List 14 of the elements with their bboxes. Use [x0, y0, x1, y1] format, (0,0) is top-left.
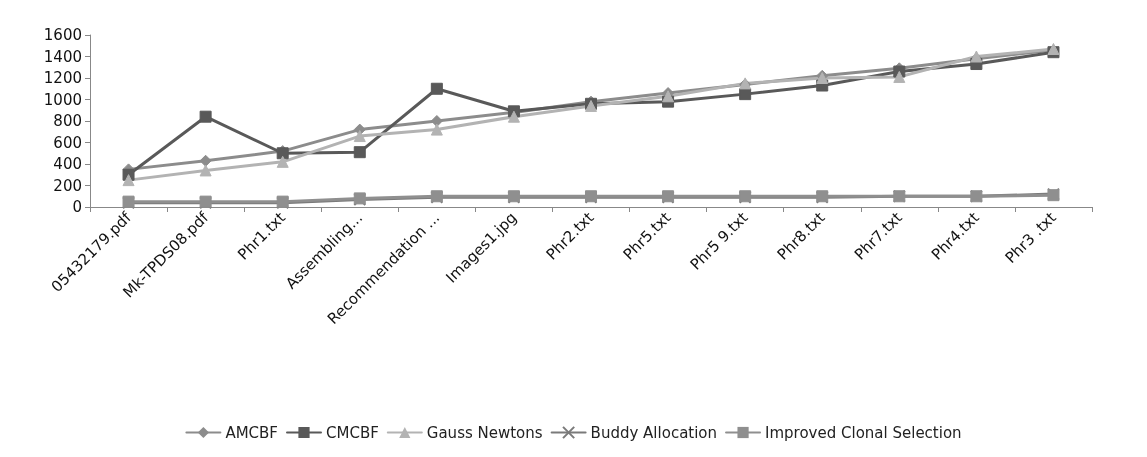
y-tick-label: 800 [53, 112, 82, 130]
y-tick-label: 1600 [43, 26, 82, 44]
legend-label: Improved Clonal Selection [765, 423, 962, 442]
y-tick-label: 200 [53, 176, 82, 195]
y-tick-label: 1200 [43, 69, 82, 87]
y-tick-label: 0 [72, 198, 82, 216]
legend-label: Gauss Newtons [426, 423, 543, 442]
y-tick-label: 600 [53, 133, 82, 152]
legend-label: Buddy Allocation [590, 423, 718, 442]
y-tick-label: 1000 [43, 90, 82, 109]
legend-label: AMCBF [225, 423, 279, 442]
legend-label: CMCBF [326, 423, 379, 442]
y-tick-label: 400 [53, 155, 82, 173]
y-tick-label: 1400 [43, 47, 82, 66]
